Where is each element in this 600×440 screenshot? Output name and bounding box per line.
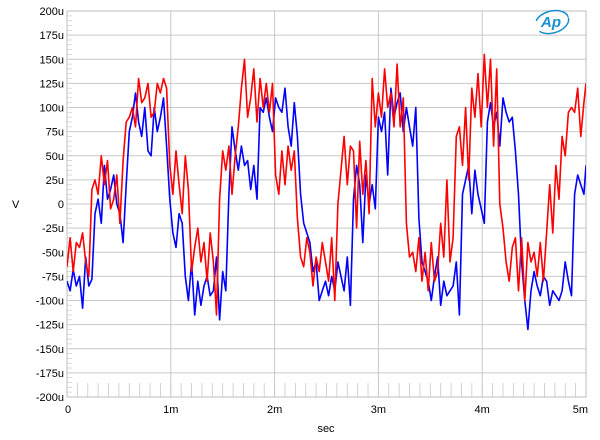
y-axis-label: V <box>12 199 20 211</box>
x-tick-label: 0 <box>65 404 71 416</box>
plot-area-border <box>66 10 587 398</box>
y-tick-label: 25u <box>46 175 64 187</box>
x-tick-label: 2m <box>267 404 282 416</box>
y-tick-label: -125u <box>36 320 64 332</box>
y-tick-label: 150u <box>40 54 64 66</box>
x-axis-label: sec <box>317 423 335 435</box>
x-tick-label: 5m <box>573 404 588 416</box>
y-axis-tick-labels: 200u 175u 150u 125u 100u 75u 50u 25u 0 -25u -50u -7… <box>36 6 64 404</box>
y-tick-label: 175u <box>40 30 64 42</box>
y-tick-label: -75u <box>42 271 64 283</box>
x-tick-label: 4m <box>475 404 490 416</box>
y-tick-label: -50u <box>42 247 64 259</box>
ap-logo-text: Ap <box>540 14 561 31</box>
x-axis-tick-labels: 0 1m 2m 3m 4m 5m <box>65 404 588 416</box>
y-tick-label: -100u <box>36 296 64 308</box>
x-tick-label: 3m <box>371 404 386 416</box>
y-tick-label: -25u <box>42 223 64 235</box>
y-tick-label: -175u <box>36 368 64 380</box>
y-tick-label: -200u <box>36 392 64 404</box>
series-red-trace <box>67 53 586 316</box>
y-tick-label: 50u <box>46 151 64 163</box>
y-tick-label: 125u <box>40 78 64 90</box>
y-tick-label: 200u <box>40 6 64 18</box>
series-blue-trace <box>67 87 586 331</box>
y-tick-label: 75u <box>46 127 64 139</box>
y-tick-label: 0 <box>58 199 64 211</box>
y-tick-label: -150u <box>36 344 64 356</box>
y-tick-label: 100u <box>40 103 64 115</box>
minor-ticks <box>67 10 577 398</box>
gridlines <box>67 11 586 397</box>
x-tick-label: 1m <box>163 404 178 416</box>
